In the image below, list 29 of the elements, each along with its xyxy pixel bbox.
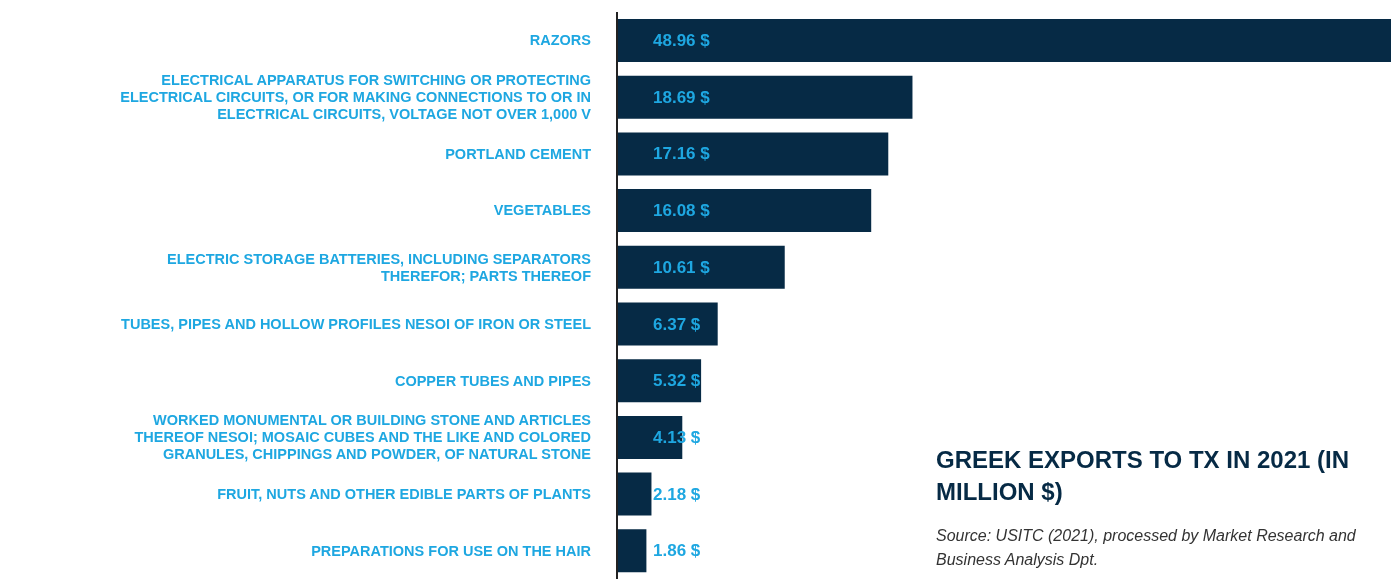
y-tick-label: VEGETABLES bbox=[493, 202, 592, 219]
bar bbox=[617, 19, 1391, 62]
data-label: 5.32 $ bbox=[653, 371, 701, 391]
bar bbox=[617, 245, 785, 289]
data-label: 48.96 $ bbox=[653, 31, 711, 50]
y-tick-label: PREPARATIONS FOR USE ON THE HAIR bbox=[311, 542, 592, 559]
data-label: 2.18 $ bbox=[653, 484, 701, 504]
annotation: Source: USITC (2021), processed by Market Research and Business Analysis Dpt. bbox=[936, 526, 1357, 570]
bar bbox=[617, 302, 718, 346]
data-label: 16.08 $ bbox=[653, 201, 711, 221]
y-tick-label: PORTLAND CEMENT bbox=[445, 145, 592, 162]
bar bbox=[617, 132, 889, 176]
y-tick-label: RAZORS bbox=[529, 32, 592, 49]
data-label: 6.37 $ bbox=[653, 314, 701, 334]
y-tick-label: TUBES, PIPES AND HOLLOW PROFILES NESOI OF IRON OR STEEL bbox=[121, 315, 592, 332]
y-tick-label: FRUIT, NUTS AND OTHER EDIBLE PARTS OF PLANTS bbox=[217, 485, 592, 502]
data-label: 17.16 $ bbox=[653, 144, 711, 164]
y-tick-label: ELECTRIC STORAGE BATTERIES, INCLUDING SEPARATORS THEREFOR; PARTS THEREOF bbox=[166, 250, 592, 284]
bar bbox=[617, 75, 913, 119]
bar bbox=[617, 189, 872, 233]
data-label: 1.86 $ bbox=[653, 541, 701, 561]
data-label: 10.61 $ bbox=[653, 257, 711, 277]
text: GREEK EXPORTS TO TX IN 2021 (IN MILLION $) bbox=[936, 445, 1350, 507]
bar bbox=[617, 529, 647, 573]
bar bbox=[617, 472, 652, 516]
y-tick-label: ELECTRICAL APPARATUS FOR SWITCHING OR PROTECTING ELECTRICAL CIRCUITS, OR FOR MAKING CONNECTIONS TO OR IN ELECTRICAL CIRCUITS, VOLTAGE NOT OVER 1,000 V bbox=[120, 72, 592, 123]
data-label: 18.69 $ bbox=[653, 87, 711, 107]
y-tick-label: WORKED MONUMENTAL OR BUILDING STONE AND ARTICLES THEREOF NESOI; MOSAIC CUBES AND THE LIKE AND COLORED GRANULES, CHIPPINGS AND POWDER, OF NATURAL STONE bbox=[134, 412, 592, 463]
y-tick-label: COPPER TUBES AND PIPES bbox=[394, 372, 592, 389]
